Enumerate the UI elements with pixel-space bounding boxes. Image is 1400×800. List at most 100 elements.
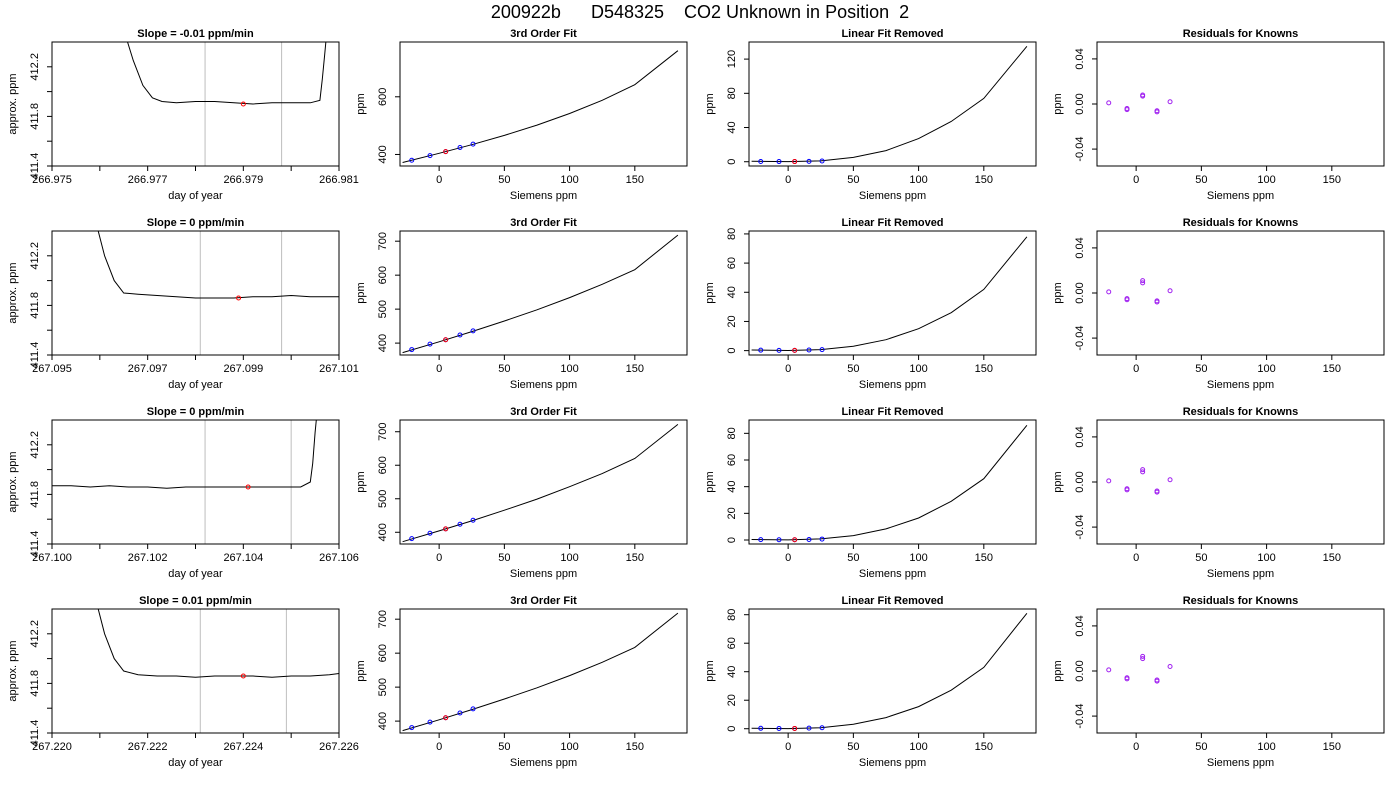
- data-trace: [97, 609, 339, 678]
- x-axis-label: day of year: [168, 190, 223, 202]
- unknown-point: [443, 715, 449, 721]
- y-tick-label: 80: [726, 87, 738, 99]
- y-tick-label: 40: [726, 286, 738, 298]
- x-tick-label: 0: [436, 174, 442, 186]
- fit-curve: [402, 234, 679, 354]
- fit-curve: [402, 50, 679, 163]
- x-tick-label: 100: [909, 552, 927, 564]
- known-point: [470, 517, 476, 523]
- x-tick-label: 267.101: [319, 363, 359, 375]
- x-tick-label: 267.104: [223, 552, 263, 564]
- unknown-marker: [236, 295, 242, 301]
- x-tick-label: 50: [1195, 741, 1207, 753]
- known-point: [819, 158, 825, 164]
- y-tick-label: 0.00: [1074, 471, 1086, 492]
- x-tick-label: 266.977: [128, 174, 168, 186]
- x-tick-label: 150: [1323, 363, 1341, 375]
- known-point: [409, 157, 415, 163]
- known-point: [427, 530, 433, 536]
- plot-area: [402, 50, 679, 163]
- y-tick-label: 700: [377, 232, 389, 250]
- plot-area: [52, 420, 317, 544]
- y-tick-label: 0: [726, 348, 738, 354]
- known-point: [1154, 109, 1160, 115]
- y-tick-label: 60: [726, 454, 738, 466]
- x-axis-label: Siemens ppm: [1207, 757, 1274, 769]
- known-point: [1140, 280, 1146, 286]
- known-point: [758, 537, 764, 543]
- chart-panel-r4-fit: 3rd Order Fit Siemens ppm ppm 0 50 100 150 400 5…: [355, 595, 688, 769]
- chart-panel-r3-fit: 3rd Order Fit Siemens ppm ppm 0 50 100 150 400 5…: [355, 406, 688, 580]
- data-trace: [97, 231, 339, 299]
- chart-title: Linear Fit Removed: [841, 595, 943, 607]
- x-tick-label: 267.102: [128, 552, 168, 564]
- y-axis-label: ppm: [1052, 471, 1064, 492]
- y-axis-label: approx. ppm: [7, 640, 19, 701]
- known-point: [1167, 663, 1173, 669]
- y-tick-label: -0.04: [1074, 137, 1086, 162]
- chart-title: Residuals for Knowns: [1183, 406, 1299, 418]
- plot-area: [751, 612, 1028, 731]
- known-point: [409, 725, 415, 731]
- x-tick-label: 100: [560, 552, 578, 564]
- known-point: [470, 706, 476, 712]
- y-tick-label: 500: [377, 678, 389, 696]
- y-tick-label: 412.2: [29, 242, 41, 270]
- x-tick-label: 50: [847, 174, 859, 186]
- y-tick-label: 0.04: [1074, 615, 1086, 636]
- chart-title: Residuals for Knowns: [1183, 217, 1299, 229]
- y-tick-label: 500: [377, 490, 389, 508]
- known-point: [1140, 93, 1146, 99]
- known-point: [409, 347, 415, 353]
- plot-area: [402, 424, 679, 543]
- x-axis-label: Siemens ppm: [859, 190, 926, 202]
- x-tick-label: 0: [436, 741, 442, 753]
- known-point: [470, 141, 476, 147]
- x-tick-label: 267.224: [223, 741, 263, 753]
- x-axis-label: Siemens ppm: [1207, 379, 1274, 391]
- x-tick-label: 150: [1323, 174, 1341, 186]
- plot-area: [402, 612, 679, 732]
- chart-panel-r4-residuals: Residuals for Knowns Siemens ppm ppm 0 50 100…: [1052, 595, 1385, 769]
- plot-area: [751, 236, 1028, 353]
- x-tick-label: 100: [1257, 174, 1275, 186]
- x-axis-label: Siemens ppm: [1207, 190, 1274, 202]
- chart-title: Linear Fit Removed: [841, 217, 943, 229]
- plot-frame: [399, 230, 688, 356]
- data-trace: [127, 42, 327, 105]
- chart-title: Slope = 0 ppm/min: [147, 406, 245, 418]
- plot-frame: [1096, 230, 1385, 356]
- data-trace: [52, 420, 317, 489]
- y-tick-label: 600: [377, 644, 389, 662]
- x-tick-label: 50: [498, 174, 510, 186]
- chart-panel-r2-residuals: Residuals for Knowns Siemens ppm ppm 0 50 100…: [1052, 217, 1385, 391]
- x-tick-label: 267.222: [128, 741, 168, 753]
- plot-frame: [1096, 419, 1385, 545]
- chart-panel-r1-time-series: Slope = -0.01 ppm/min day of year approx. …: [7, 28, 359, 202]
- chart-panel-r1-residual-fit: Linear Fit Removed Siemens ppm ppm 0 50 100 15…: [704, 28, 1037, 202]
- y-axis-label: approx. ppm: [7, 73, 19, 134]
- known-point: [776, 347, 782, 353]
- known-point: [758, 158, 764, 164]
- y-tick-label: 700: [377, 610, 389, 628]
- fit-curve: [402, 612, 679, 732]
- known-point: [1106, 100, 1112, 106]
- plot-area: [751, 424, 1028, 543]
- x-tick-label: 150: [975, 174, 993, 186]
- plot-frame: [399, 41, 688, 167]
- y-axis-label: ppm: [1052, 660, 1064, 681]
- fit-curve: [751, 45, 1028, 163]
- x-tick-label: 0: [785, 174, 791, 186]
- x-axis-label: day of year: [168, 379, 223, 391]
- x-tick-label: 267.095: [32, 363, 72, 375]
- known-point: [1167, 288, 1173, 294]
- known-point: [457, 710, 463, 716]
- y-tick-label: 0.00: [1074, 660, 1086, 681]
- fit-curve: [402, 424, 679, 543]
- known-point: [819, 725, 825, 731]
- y-tick-label: 60: [726, 637, 738, 649]
- y-tick-label: 411.4: [29, 720, 41, 747]
- x-tick-label: 100: [909, 741, 927, 753]
- x-axis-label: Siemens ppm: [1207, 568, 1274, 580]
- known-point: [1140, 469, 1146, 475]
